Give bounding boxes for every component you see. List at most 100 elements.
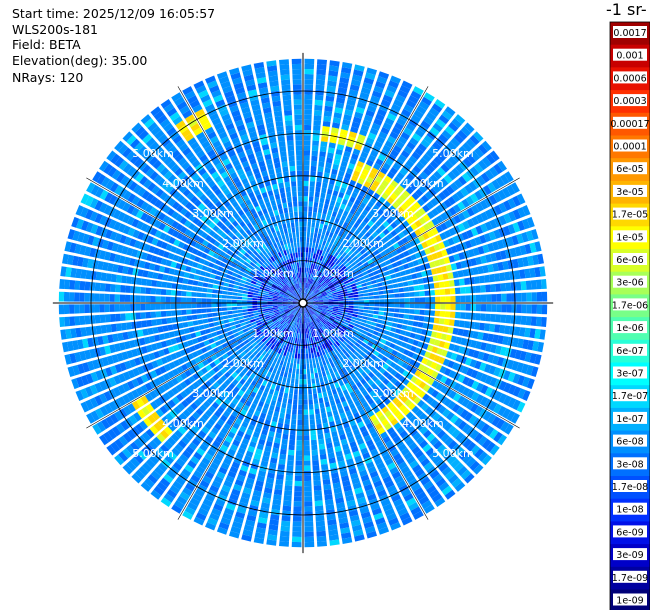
ray-cell <box>438 356 446 365</box>
ray-cell <box>362 286 368 290</box>
ray-cell <box>386 264 393 270</box>
ray-cell <box>284 485 293 491</box>
ray-cell <box>355 281 361 286</box>
ray-cell <box>293 327 297 333</box>
ray-cell <box>411 405 420 414</box>
ray-cell <box>367 466 377 474</box>
ray-cell <box>313 125 321 131</box>
ray-cell <box>351 175 359 182</box>
ray-cell <box>344 146 353 153</box>
ray-cell <box>487 182 497 193</box>
ray-cell <box>340 317 346 322</box>
ray-cell <box>445 247 453 255</box>
ray-cell <box>313 398 319 405</box>
ray-cell <box>332 163 339 171</box>
ray-39 <box>303 303 520 424</box>
ray-cell <box>281 355 286 361</box>
ray-cell <box>317 166 324 173</box>
ray-cell <box>279 386 285 393</box>
ray-cell <box>398 347 405 354</box>
ray-cell <box>241 421 249 429</box>
ray-cell <box>534 267 541 278</box>
ray-cell <box>315 357 319 363</box>
ray-cell <box>315 222 320 229</box>
ray-cell <box>231 303 237 307</box>
ray-cell <box>308 394 313 400</box>
ray-cell <box>349 403 356 410</box>
ray-60 <box>291 303 303 548</box>
ray-cell <box>398 287 405 293</box>
ray-cell <box>292 315 296 321</box>
ray-cell <box>440 222 448 231</box>
ray-cell <box>460 126 472 137</box>
ray-cell <box>342 443 350 451</box>
ray-cell <box>431 380 440 389</box>
ray-cell <box>365 526 376 534</box>
ray-cell <box>520 315 527 325</box>
ray-cell <box>304 511 313 517</box>
ray-cell <box>499 346 507 356</box>
ray-cell <box>74 292 80 302</box>
ray-cell <box>308 311 312 316</box>
ray-cell <box>312 314 317 319</box>
ray-cell <box>304 135 311 141</box>
ray-cell <box>411 273 418 280</box>
ray-cell <box>225 435 233 444</box>
ray-cell <box>193 325 200 332</box>
ray-cell <box>479 275 485 284</box>
ray-cell <box>367 201 375 208</box>
ray-cell <box>453 214 462 224</box>
ray-cell <box>211 298 217 303</box>
ray-cell <box>392 162 401 171</box>
ray-cell <box>69 292 75 302</box>
ray-cell <box>307 272 310 279</box>
ray-cell <box>340 470 348 477</box>
ray-cell <box>535 279 542 290</box>
ray-cell <box>340 72 351 79</box>
ray-cell <box>414 309 420 315</box>
ray-cell <box>311 160 317 167</box>
ray-cell <box>503 370 511 381</box>
ray-cell <box>358 345 365 351</box>
ray-cell <box>295 332 298 339</box>
ray-cell <box>428 107 440 117</box>
ray-cell <box>280 530 290 537</box>
ray-cell <box>418 207 426 216</box>
ray-cell <box>438 481 450 492</box>
ray-cell <box>155 303 161 310</box>
ray-cell <box>386 217 394 225</box>
ray-cell <box>349 208 356 215</box>
ray-cell <box>264 375 270 382</box>
ray-cell <box>104 293 110 302</box>
ray-cell <box>236 506 247 514</box>
ray-cell <box>315 181 322 188</box>
ray-cell <box>253 375 260 382</box>
ray-cell <box>313 393 318 400</box>
ray-cell <box>385 275 392 281</box>
ray-cell <box>237 289 244 294</box>
ray-cell <box>351 272 358 278</box>
ray-cell <box>323 484 332 491</box>
ray-cell <box>176 310 182 316</box>
ray-cell <box>332 263 337 269</box>
ray-cell <box>331 312 337 316</box>
ray-cell <box>465 286 471 294</box>
ray-cell <box>392 397 400 405</box>
ray-cell <box>339 243 345 250</box>
ray-cell <box>506 410 516 422</box>
ray-cell <box>440 303 446 310</box>
ray-cell <box>385 325 392 331</box>
ray-cell <box>403 349 410 356</box>
ray-cell <box>321 370 327 377</box>
ray-cell <box>457 328 464 336</box>
ray-cell <box>419 157 429 167</box>
ray-cell <box>326 188 333 195</box>
ray-cell <box>323 203 329 210</box>
ray-cell <box>94 293 100 302</box>
ray-cell <box>423 480 434 490</box>
ray-cell <box>452 235 460 244</box>
ray-cell <box>467 348 475 357</box>
ray-cell <box>293 496 302 502</box>
ray-cell <box>336 502 346 509</box>
ray-cell <box>426 269 433 276</box>
